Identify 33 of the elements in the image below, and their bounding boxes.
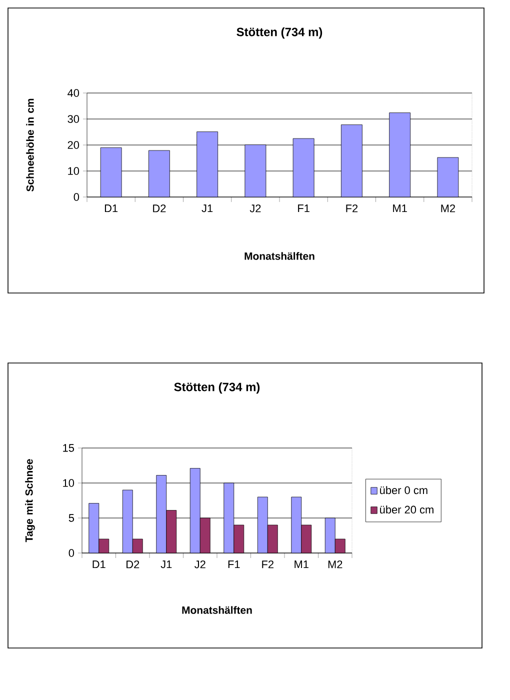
x-tick-label: D1 xyxy=(92,560,106,568)
x-tick-label: F2 xyxy=(262,560,274,568)
y-tick-label: 5 xyxy=(68,514,74,522)
y-axis-title: Schneehöhe in cm xyxy=(26,98,34,192)
x-axis-title: Monatshälften xyxy=(244,252,314,260)
x-tick-label: D2 xyxy=(153,204,166,212)
x-tick-label: M1 xyxy=(294,560,308,568)
x-tick-label: F1 xyxy=(298,204,310,212)
x-tick-label: J2 xyxy=(250,204,261,212)
chart-title: Stötten (734 m) xyxy=(174,382,260,394)
y-tick-label: 30 xyxy=(68,115,80,123)
x-tick-label: D2 xyxy=(126,560,140,568)
y-tick-label: 20 xyxy=(68,141,80,149)
x-tick-label: F2 xyxy=(346,204,358,212)
x-axis-title: Monatshälften xyxy=(182,606,252,614)
x-tick-label: M2 xyxy=(328,560,342,568)
x-tick-label: J1 xyxy=(202,204,213,212)
y-axis-title: Tage mit Schnee xyxy=(25,459,35,542)
y-tick-label: 15 xyxy=(63,444,74,452)
x-tick-label: M2 xyxy=(441,204,455,212)
y-tick-label: 40 xyxy=(68,89,80,97)
legend-label: über 20 cm xyxy=(380,505,434,514)
x-tick-label: M1 xyxy=(393,204,407,212)
y-tick-label: 10 xyxy=(63,479,74,487)
y-tick-label: 10 xyxy=(68,167,80,175)
chart-title: Stötten (734 m) xyxy=(236,27,322,39)
y-tick-label: 0 xyxy=(68,549,74,557)
legend-label: über 0 cm xyxy=(380,486,428,494)
x-tick-label: F1 xyxy=(228,560,240,568)
y-tick-label: 0 xyxy=(74,193,80,201)
x-tick-label: J2 xyxy=(194,560,206,568)
x-tick-label: D1 xyxy=(104,204,118,212)
x-tick-label: J1 xyxy=(160,560,172,568)
